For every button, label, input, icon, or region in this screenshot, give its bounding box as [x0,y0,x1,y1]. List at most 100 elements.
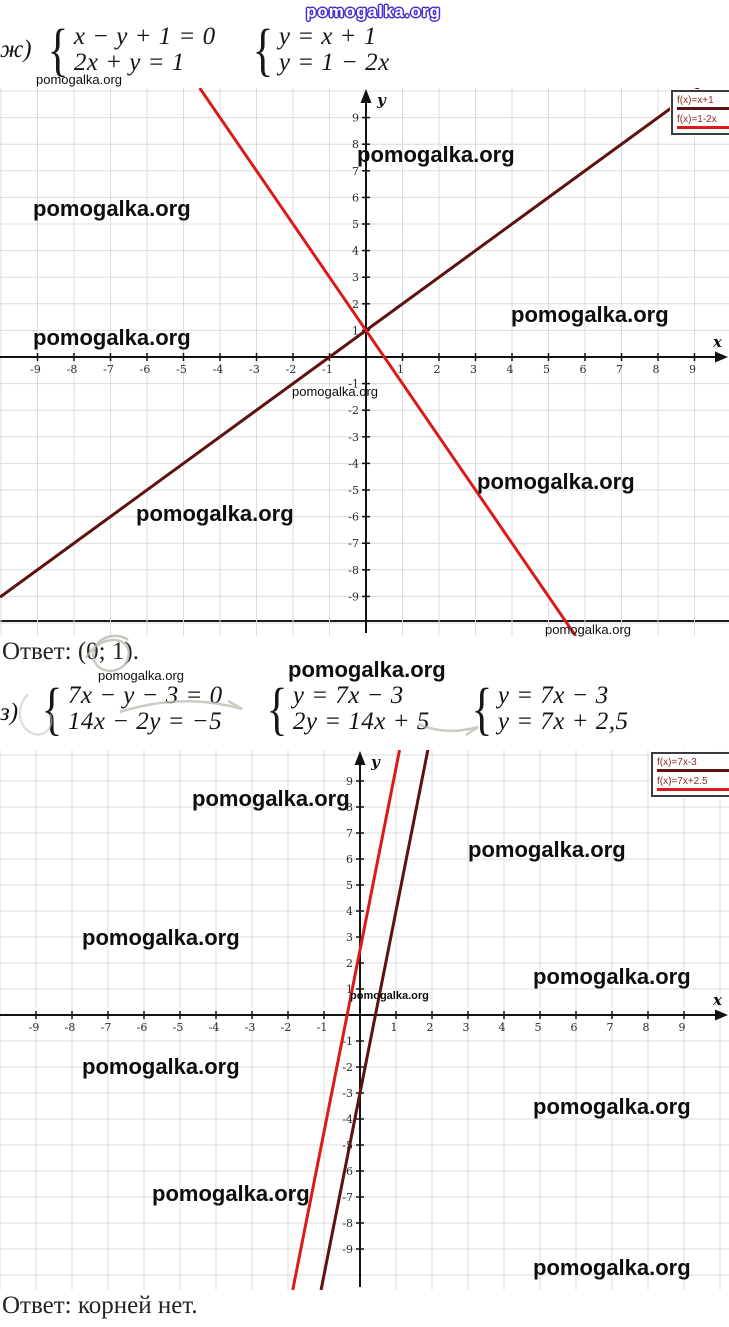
y-tick-label: 1 [352,324,359,337]
y-axis-arrow [360,89,372,103]
y-tick-label: -3 [342,1087,353,1100]
y-tick-label: -7 [348,537,359,550]
brace: { [47,17,69,82]
x-tick-label: -9 [29,1021,40,1034]
y-tick-label: 3 [352,271,359,284]
legend-entry: f(x)=1-2x [677,114,729,129]
x-tick-label: -4 [213,363,224,376]
x-tick-label: -7 [101,1021,112,1034]
y-tick-label: 6 [352,191,359,204]
problem-z: з) { 7x − y − 3 = 0 14x − 2y = −5 { y = … [0,676,729,743]
x-tick-label: 2 [434,363,441,376]
x-tick-label: 2 [427,1021,434,1034]
system-original: { x − y + 1 = 0 2x + y = 1 [44,17,216,82]
watermark: pomogalka.org [288,657,446,682]
graph-canvas: -9 -8 -7 -6 -5 -4 -3 -2 -1 1 2 3 4 5 6 7 8 9 -9 -8 -7 -6 -5 -4 -… [0,750,729,1290]
watermark: pomogalka.org [468,837,626,862]
x-tick-label: 7 [607,1021,614,1034]
legend-line-swatch [657,788,729,791]
legend-line-swatch [677,126,729,129]
brace: { [252,17,274,82]
y-tick-label: -6 [348,511,359,524]
watermark: pomogalka.org [98,668,184,683]
watermark: pomogalka.org [545,622,631,637]
x-axis-arrow [715,351,728,363]
brace: { [266,676,288,741]
x-tick-label: 5 [535,1021,542,1034]
y-tick-label: -1 [348,378,359,391]
y-tick-label: -5 [342,1139,353,1152]
x-axis-arrow [715,1009,728,1021]
y-axis-label: y [370,753,381,771]
x-tick-label: 5 [543,363,550,376]
y-tick-label: -2 [342,1061,353,1074]
x-tick-label: -2 [286,363,297,376]
y-tick-label: -8 [348,564,359,577]
legend-line-swatch [677,107,729,110]
y-tick-label: 8 [352,138,359,151]
watermark: pomogalka.org [533,964,691,989]
x-tick-label: -8 [65,1021,76,1034]
y-tick-label: 2 [352,298,359,311]
y-tick-label: 4 [346,905,353,918]
legend-entry: f(x)=7x-3 [657,757,729,772]
y-tick-label: -4 [348,457,359,470]
y-tick-label: -6 [342,1165,353,1178]
y-tick-label: -5 [348,484,359,497]
equation: 2y = 14x + 5 [292,708,430,735]
equation: 14x − 2y = −5 [67,708,223,735]
graph-system-zh: -9 -8 -7 -6 -5 -4 -3 -2 -1 1 2 3 4 5 6 7 8 9 -9 -8 -7 -6 -5 -4 -… [0,88,729,636]
y-tick-label: 1 [346,983,353,996]
y-tick-label: 2 [346,957,353,970]
legend: f(x)=7x-3 f(x)=7x+2.5 [651,752,729,797]
y-tick-label: 9 [352,112,359,125]
y-tick-label: -3 [348,431,359,444]
x-tick-label: -5 [176,363,187,376]
equation: y = 1 − 2x [278,49,390,76]
brace: { [41,676,63,741]
problem-label: ж) [0,36,32,63]
x-tick-label: -4 [209,1021,220,1034]
equation: y = 7x + 2,5 [497,708,629,735]
problem-label: з) [0,699,19,726]
x-tick-label: -7 [103,363,114,376]
watermark: pomogalka.org [136,501,294,526]
legend-entry: f(x)=7x+2.5 [657,776,729,791]
equation: x − y + 1 = 0 [73,23,216,50]
answer-zh: Ответ: (0; 1). [2,638,139,665]
legend-entry: f(x)=x+1 [677,95,729,110]
x-tick-label: 8 [643,1021,650,1034]
function-line [291,750,402,1290]
y-axis-arrow [354,751,366,765]
x-tick-label: 4 [507,363,514,376]
watermark: pomogalka.org [533,1255,691,1280]
x-tick-label: 3 [470,363,477,376]
y-tick-label: 7 [352,165,359,178]
x-tick-label: -6 [140,363,151,376]
y-tick-label: -2 [348,404,359,417]
y-tick-label: 9 [346,775,353,788]
equation: y = x + 1 [278,23,377,50]
x-tick-label: 7 [616,363,623,376]
problem-zh: ж) { x − y + 1 = 0 2x + y = 1 { y = x + … [0,17,729,82]
legend-label: f(x)=7x-3 [657,757,697,768]
x-tick-label: -3 [245,1021,256,1034]
equation: 7x − y − 3 = 0 [67,682,223,709]
equation: y = 7x − 3 [292,682,404,709]
function-line [319,750,430,1290]
graph-system-z: -9 -8 -7 -6 -5 -4 -3 -2 -1 1 2 3 4 5 6 7 8 9 -9 -8 -7 -6 -5 -4 -… [0,750,729,1290]
y-axis-label: y [376,91,387,109]
watermark: pomogalka.org [36,72,122,87]
system-transformed-2: { y = 7x − 3 y = 7x + 2,5 [468,680,629,738]
x-tick-label: 3 [463,1021,470,1034]
function-line [198,88,577,636]
watermark: pomogalka.org [33,196,191,221]
x-tick-label: 1 [397,363,404,376]
watermark: pomogalka.org [511,302,669,327]
legend-line-swatch [657,769,729,772]
x-tick-label: -5 [173,1021,184,1034]
legend: f(x)=x+1 f(x)=1-2x [671,90,729,135]
y-tick-label: 5 [352,218,359,231]
system-transformed-1: { y = 7x − 3 2y = 14x + 5 [263,676,430,741]
